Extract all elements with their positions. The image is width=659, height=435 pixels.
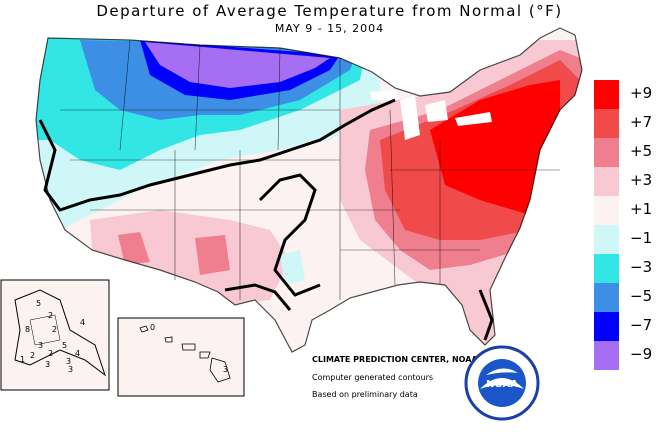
svg-text:1: 1 xyxy=(20,355,25,364)
us-temperature-field xyxy=(36,28,582,352)
svg-text:2: 2 xyxy=(30,351,35,360)
legend-swatch xyxy=(594,341,619,370)
svg-text:3: 3 xyxy=(223,365,228,374)
temperature-legend: +9 +7 +5 +3 +1 −1 −3 −5 −7 −9 xyxy=(594,80,659,370)
legend-row: −1 xyxy=(594,225,659,254)
legend-swatch xyxy=(594,138,619,167)
svg-text:5: 5 xyxy=(62,341,67,350)
svg-text:3: 3 xyxy=(38,341,43,350)
credit-line1: Computer generated contours xyxy=(312,373,434,382)
credit-line2: Based on preliminary data xyxy=(312,390,418,399)
legend-swatch xyxy=(594,196,619,225)
map-subtitle: MAY 9 - 15, 2004 xyxy=(274,22,385,35)
noaa-logo-text: NOAA xyxy=(486,379,518,390)
legend-swatch xyxy=(594,312,619,341)
legend-row: +9 xyxy=(594,80,659,109)
svg-text:2: 2 xyxy=(52,325,57,334)
alaska-contour-label: 5 xyxy=(36,299,41,308)
legend-swatch xyxy=(594,80,619,109)
legend-swatch xyxy=(594,109,619,138)
alaska-inset: 5 2 8 2 5 3 2 2 3 1 4 3 4 3 xyxy=(0,279,110,391)
legend-label: −7 xyxy=(630,316,653,334)
noaa-logo: NOAA xyxy=(464,345,540,421)
svg-text:3: 3 xyxy=(45,360,50,369)
hawaii-inset: 0 3 xyxy=(117,317,245,397)
legend-label: +9 xyxy=(630,84,653,102)
legend-label: −9 xyxy=(630,345,653,363)
credit-center: CLIMATE PREDICTION CENTER, NOAA xyxy=(312,355,478,364)
legend-label: +3 xyxy=(630,171,653,189)
legend-label: +1 xyxy=(630,200,653,218)
svg-text:3: 3 xyxy=(66,357,71,366)
legend-row: −3 xyxy=(594,254,659,283)
legend-row: −5 xyxy=(594,283,659,312)
svg-text:4: 4 xyxy=(80,318,85,327)
svg-text:2: 2 xyxy=(48,349,53,358)
legend-swatch xyxy=(594,254,619,283)
legend-swatch xyxy=(594,283,619,312)
legend-swatch xyxy=(594,167,619,196)
legend-label: −1 xyxy=(630,229,653,247)
legend-swatch xyxy=(594,225,619,254)
legend-row: +3 xyxy=(594,167,659,196)
legend-row: +7 xyxy=(594,109,659,138)
legend-label: −3 xyxy=(630,258,653,276)
svg-text:8: 8 xyxy=(25,325,30,334)
legend-label: −5 xyxy=(630,287,653,305)
legend-label: +7 xyxy=(630,113,653,131)
state-boundaries xyxy=(35,27,583,353)
legend-row: −9 xyxy=(594,341,659,370)
legend-row: −7 xyxy=(594,312,659,341)
legend-row: +5 xyxy=(594,138,659,167)
legend-row: +1 xyxy=(594,196,659,225)
svg-text:2: 2 xyxy=(48,311,53,320)
svg-text:3: 3 xyxy=(68,365,73,374)
svg-text:4: 4 xyxy=(75,349,80,358)
svg-text:0: 0 xyxy=(150,323,155,332)
legend-label: +5 xyxy=(630,142,653,160)
map-title: Departure of Average Temperature from No… xyxy=(96,2,563,20)
